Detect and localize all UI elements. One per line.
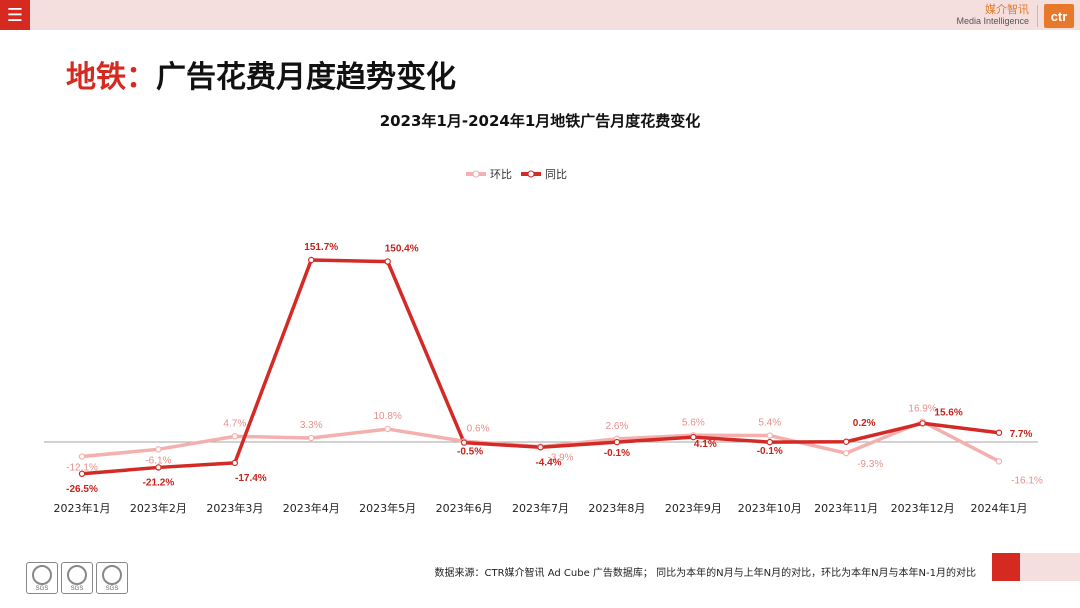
x-tick-label: 2023年8月	[588, 501, 645, 515]
data-point	[78, 470, 86, 477]
logo-divider	[1037, 5, 1038, 27]
series-points	[78, 256, 1003, 477]
data-point	[384, 258, 391, 265]
data-label: -16.1%	[1011, 475, 1043, 486]
data-label: 10.8%	[373, 411, 401, 422]
data-label: 0.2%	[853, 418, 876, 429]
x-tick-label: 2024年1月	[971, 501, 1028, 515]
data-point	[766, 438, 773, 446]
ctr-logo-mark: ctr	[1044, 4, 1074, 28]
x-tick-label: 2023年12月	[891, 501, 955, 515]
x-tick-label: 2023年6月	[436, 501, 493, 515]
data-source-note: 数据来源：CTR媒介智讯 Ad Cube 广告数据库； 同比为本年的N月与上年N…	[434, 568, 976, 579]
data-point	[766, 432, 773, 439]
top-bar	[0, 0, 1080, 30]
data-point	[690, 433, 697, 441]
legend-label-0: 环比	[490, 168, 512, 181]
data-point	[613, 438, 621, 446]
data-point	[919, 420, 926, 427]
legend-marker-0	[472, 170, 480, 178]
data-label: 5.4%	[758, 418, 781, 429]
data-label: -0.1%	[757, 446, 783, 457]
logo-cn-text: 媒介智讯	[985, 4, 1029, 16]
x-tick-label: 2023年7月	[512, 501, 569, 515]
data-point	[537, 444, 544, 451]
data-point	[842, 449, 850, 457]
data-label: 150.4%	[385, 244, 419, 255]
data-label: -0.1%	[604, 448, 630, 459]
data-label: -21.2%	[143, 477, 175, 488]
hamburger-icon[interactable]: ☰	[0, 0, 30, 30]
chart-legend: 环比 同比	[466, 168, 567, 181]
x-tick-label: 2023年9月	[665, 501, 722, 515]
x-tick-label: 2023年3月	[206, 501, 263, 515]
data-label: -4.4%	[535, 457, 561, 468]
data-point	[155, 464, 162, 471]
page-title-rest: 广告花费月度趋势变化	[156, 60, 456, 95]
data-point	[995, 458, 1003, 465]
x-tick-label: 2023年4月	[283, 501, 340, 515]
sgs-badge-icon: SGS	[96, 562, 128, 594]
data-label: 3.3%	[300, 420, 323, 431]
sgs-certifications: SGS SGS SGS	[26, 562, 128, 594]
data-label: 0.6%	[467, 423, 490, 434]
data-label: -9.3%	[857, 459, 883, 470]
footer-red-block	[992, 553, 1020, 581]
data-label: -0.5%	[457, 447, 483, 458]
data-label: -17.4%	[235, 473, 267, 484]
data-point	[308, 256, 315, 264]
data-label: -3.9%	[547, 453, 573, 464]
data-labels: -12.1% -6.1% 4.7% 3.3% 10.8% 0.6% -3.9% 2.6% 5.6…	[66, 242, 1043, 495]
legend-label-1: 同比	[545, 168, 567, 181]
footer-pink-block	[1020, 553, 1080, 581]
sgs-badge-icon: SGS	[26, 562, 58, 594]
data-label: 4.1%	[694, 439, 717, 450]
data-point	[78, 453, 86, 460]
x-tick-label: 2023年10月	[738, 501, 802, 515]
data-label: -6.1%	[145, 455, 171, 466]
data-label: 15.6%	[934, 407, 962, 418]
data-point	[842, 438, 850, 445]
logo-en-text: Media Intelligence	[956, 16, 1029, 26]
data-point	[231, 433, 239, 440]
page-title-accent: 地铁：	[66, 60, 156, 95]
data-point	[460, 439, 468, 446]
ctr-logo: 媒介智讯 Media Intelligence ctr	[956, 2, 1074, 30]
data-point	[155, 446, 162, 453]
data-point	[995, 429, 1003, 436]
x-tick-label: 2023年5月	[359, 501, 416, 515]
x-axis-labels: 2023年1月 2023年2月 2023年3月 2023年4月 2023年5月 2023年…	[54, 501, 1028, 515]
data-point	[308, 434, 315, 442]
data-label: 7.7%	[1010, 429, 1033, 440]
legend-marker-1	[527, 170, 535, 178]
data-label: 151.7%	[304, 242, 338, 253]
x-tick-label: 2023年11月	[814, 501, 878, 515]
sgs-badge-icon: SGS	[61, 562, 93, 594]
data-label: 5.6%	[682, 417, 705, 428]
data-label: 2.6%	[606, 421, 629, 432]
x-tick-label: 2023年2月	[130, 501, 187, 515]
data-label: -12.1%	[66, 463, 98, 474]
data-point	[231, 459, 239, 467]
page-title: 地铁：广告花费月度趋势变化	[66, 52, 456, 96]
data-label: 4.7%	[223, 418, 246, 429]
x-tick-label: 2023年1月	[54, 501, 111, 515]
chart-title: 2023年1月-2024年1月地铁广告月度花费变化	[379, 112, 701, 130]
data-label: 16.9%	[908, 404, 936, 415]
data-label: -26.5%	[66, 484, 98, 495]
data-point	[384, 425, 391, 433]
